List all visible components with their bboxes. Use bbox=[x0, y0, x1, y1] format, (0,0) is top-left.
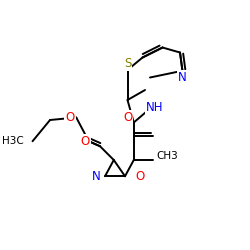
Text: O: O bbox=[66, 111, 75, 124]
Text: N: N bbox=[92, 170, 101, 183]
Text: O: O bbox=[123, 111, 132, 124]
Text: O: O bbox=[136, 170, 145, 183]
Text: CH3: CH3 bbox=[157, 151, 178, 161]
Text: S: S bbox=[124, 57, 131, 70]
Text: O: O bbox=[80, 135, 90, 148]
Text: H3C: H3C bbox=[2, 136, 24, 146]
Text: N: N bbox=[178, 71, 187, 84]
Text: NH: NH bbox=[146, 101, 164, 114]
